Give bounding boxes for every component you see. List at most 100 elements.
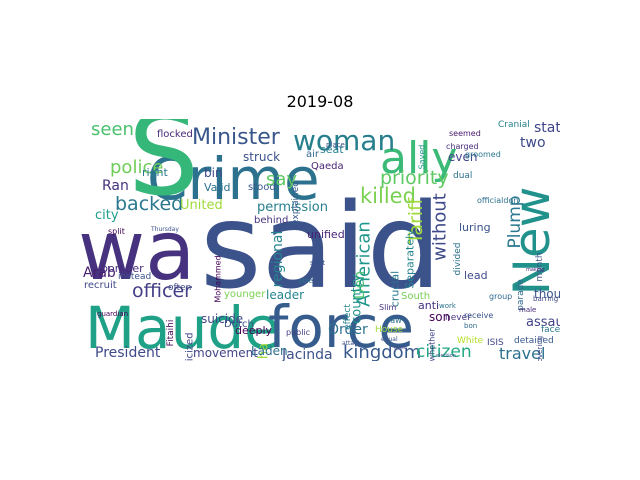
cloud-word-american: American xyxy=(354,221,375,307)
cloud-word-public: public xyxy=(286,328,310,337)
cloud-word-recruit: recruit xyxy=(84,280,117,291)
cloud-word-regional: regional xyxy=(270,231,286,288)
cloud-word-plump: Plump xyxy=(505,195,525,248)
cloud-word-charged: charged xyxy=(446,142,479,151)
cloud-word-kingdom: kingdom xyxy=(343,342,421,361)
cloud-word-guardian: guardian xyxy=(97,310,128,318)
cloud-word-den: Den xyxy=(352,271,368,299)
cloud-word-maude: Maude xyxy=(85,294,280,361)
cloud-word-younger: younger xyxy=(224,289,266,300)
cloud-word-killed: killed xyxy=(360,184,416,208)
figure-title: 2019-08 xyxy=(286,92,354,111)
cloud-word-air: air xyxy=(306,149,320,160)
cloud-word-assault: assault xyxy=(526,315,560,330)
cloud-word-minister: Minister xyxy=(192,125,281,150)
cloud-word-officer: officer xyxy=(132,280,192,302)
cloud-word-white: White xyxy=(457,336,484,346)
cloud-word-instead: instead xyxy=(118,272,151,282)
cloud-word-seen: seen xyxy=(91,119,134,140)
cloud-word-mohammed: Mohammed xyxy=(214,255,223,302)
cloud-word-thursday: Thursday xyxy=(150,226,179,233)
cloud-word-lead: lead xyxy=(464,269,488,282)
cloud-word-unified: unified xyxy=(307,228,345,241)
cloud-word-often: often xyxy=(168,283,191,293)
cloud-word-anti: anti xyxy=(418,299,439,312)
cloud-word-groomed: groomed xyxy=(465,150,501,159)
cloud-word-dual: dual xyxy=(453,171,472,181)
cloud-word-slim: Slim xyxy=(379,303,397,312)
cloud-word-parade: parade xyxy=(516,279,526,311)
cloud-word-permission: permission xyxy=(257,200,328,215)
cloud-word-criticized: criticized xyxy=(185,332,196,361)
cloud-word-struck: struck xyxy=(243,150,280,164)
cloud-word-movement: movement xyxy=(193,346,258,360)
cloud-word-flocked: flocked xyxy=(157,129,193,140)
cloud-word-group: group xyxy=(489,292,512,301)
cloud-word-covering: covering xyxy=(536,336,544,361)
cloud-word-face: face xyxy=(541,325,560,335)
cloud-word-whether: whether xyxy=(428,328,437,361)
cloud-word-explained: explained xyxy=(291,181,301,225)
cloud-word-saved: Saved xyxy=(418,145,427,170)
cloud-word-law: law xyxy=(388,316,402,325)
cloud-word-backed: backed xyxy=(115,193,183,215)
cloud-word-though: though xyxy=(534,287,560,301)
cloud-word-seemed: seemed xyxy=(449,129,481,138)
cloud-word-citizen: citizen xyxy=(416,342,472,361)
cloud-word-stood: stood xyxy=(248,182,276,193)
cloud-word-separately: Separately xyxy=(404,229,417,289)
cloud-word-detained: detained xyxy=(514,336,554,346)
cloud-word-receive: receive xyxy=(464,311,493,320)
cloud-word-police: police xyxy=(110,157,163,178)
cloud-word-arab: Arab xyxy=(83,265,116,281)
cloud-word-ha: ha xyxy=(257,343,272,359)
cloud-word-new: New xyxy=(503,186,560,295)
cloud-word-house: House xyxy=(375,325,404,335)
cloud-word-wa: wa xyxy=(80,204,195,299)
cloud-word-ally: ally xyxy=(380,133,457,184)
cloud-word-ran: Ran xyxy=(102,178,129,194)
cloud-word-president: President xyxy=(95,345,161,361)
cloud-word-say: say xyxy=(266,169,297,190)
cloud-word-split: split xyxy=(108,227,125,236)
cloud-word-without: without xyxy=(430,193,451,261)
cloud-word-dutch: Dutch xyxy=(224,319,254,330)
cloud-word-month: month xyxy=(535,252,545,281)
cloud-word-leader: leader xyxy=(266,288,304,302)
cloud-word-suicide: suicide xyxy=(201,312,243,326)
cloud-word-state: state xyxy=(534,120,560,136)
cloud-word-country: country xyxy=(350,274,365,324)
cloud-word-s: S xyxy=(128,119,199,221)
cloud-word-effect: effect xyxy=(343,304,353,330)
cloud-word-place: place xyxy=(326,141,345,149)
cloud-word-attack: attack xyxy=(342,340,361,347)
cloud-word-election: election xyxy=(436,353,456,359)
cloud-word-luring: luring xyxy=(459,221,491,234)
cloud-word-work: work xyxy=(439,302,457,310)
cloud-word-son: son xyxy=(429,310,450,324)
cloud-word-isis: ISIS xyxy=(487,338,504,348)
cloud-word-able: able xyxy=(298,277,313,285)
cloud-word-south: South xyxy=(401,291,430,302)
cloud-word-city: city xyxy=(95,208,119,223)
cloud-word-sent: sent xyxy=(310,259,325,267)
cloud-word-jacinda: Jacinda xyxy=(281,347,333,361)
cloud-word-male: male xyxy=(519,306,536,314)
cloud-word-deeply: deeply xyxy=(235,324,273,337)
cloud-word-priority: priority xyxy=(380,167,449,189)
cloud-word-woman: woman xyxy=(293,124,395,157)
cloud-word-making: making xyxy=(526,267,545,273)
cloud-word-two: two xyxy=(520,135,546,151)
cloud-word-fitaihi: Fitaihi xyxy=(166,320,176,347)
cloud-word-crime: Crime xyxy=(147,145,320,213)
cloud-word-allow: allow xyxy=(394,345,407,351)
cloud-word-crucial: crucial xyxy=(389,271,402,307)
cloud-word-united: United xyxy=(180,198,223,213)
cloud-word-cranial: Cranial xyxy=(498,120,530,130)
cloud-word-force: force xyxy=(268,293,414,361)
cloud-word-bin: bin xyxy=(204,166,223,180)
cloud-word-bon: bon xyxy=(464,322,477,330)
cloud-word-tariff: Tariff xyxy=(405,197,427,245)
cloud-word-behind: behind xyxy=(254,215,288,226)
